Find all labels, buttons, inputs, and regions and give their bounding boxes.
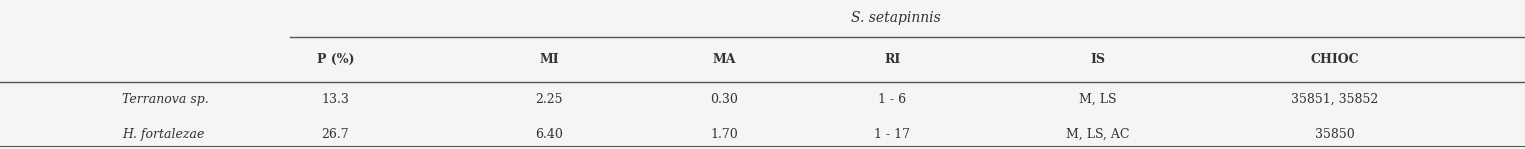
Text: 35850: 35850 [1315,128,1354,141]
Text: IS: IS [1090,53,1106,66]
Text: RI: RI [884,53,900,66]
Text: H. fortalezae: H. fortalezae [122,128,204,141]
Text: 0.30: 0.30 [711,93,738,106]
Text: MA: MA [712,53,737,66]
Text: 6.40: 6.40 [535,128,563,141]
Text: M, LS: M, LS [1080,93,1116,106]
Text: 2.25: 2.25 [535,93,563,106]
Text: S. setapinnis: S. setapinnis [851,11,941,25]
Text: M, LS, AC: M, LS, AC [1066,128,1130,141]
Text: 1 - 17: 1 - 17 [874,128,910,141]
Text: 1.70: 1.70 [711,128,738,141]
Text: P (%): P (%) [317,53,354,66]
Text: 1 - 6: 1 - 6 [878,93,906,106]
Text: Terranova sp.: Terranova sp. [122,93,209,106]
Text: 26.7: 26.7 [322,128,349,141]
Text: MI: MI [540,53,558,66]
Text: 35851, 35852: 35851, 35852 [1290,93,1379,106]
Text: 13.3: 13.3 [322,93,349,106]
Text: CHIOC: CHIOC [1310,53,1359,66]
